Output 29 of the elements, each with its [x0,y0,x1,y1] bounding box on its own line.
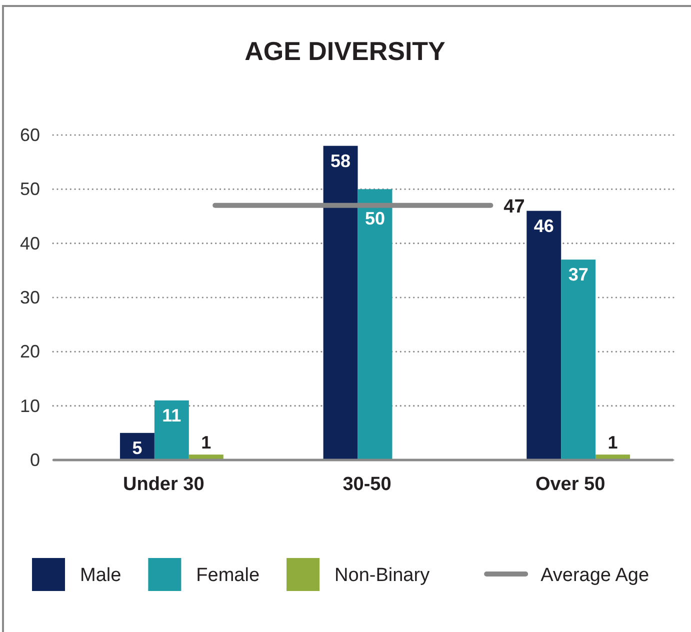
bar [154,400,189,460]
bar [358,189,392,460]
data-label: 37 [568,264,588,285]
data-label: 46 [534,216,554,236]
bar [526,210,562,460]
data-label: 50 [364,208,386,228]
x-tick-label: 30-50 [342,474,392,495]
data-label: 11 [162,405,182,426]
x-tick-label: Over 50 [535,474,606,495]
legend-label: Average Age [540,565,650,586]
y-tick-label: 10 [20,396,40,416]
annotation: 47 [504,196,525,218]
data-label: 1 [608,432,618,453]
y-tick-label: 30 [20,288,40,308]
y-tick-label: 50 [20,179,40,200]
y-tick-label: 20 [20,342,40,362]
legend-label: Male [80,565,122,586]
y-tick-label: 40 [20,233,40,254]
y-tick-label: 0 [30,450,40,470]
y-tick-label: 60 [20,125,40,145]
bar [561,260,596,460]
data-label: 58 [330,150,351,171]
x-tick-label: Under 30 [123,474,204,495]
chart-title: AGE DIVERSITY [244,36,446,66]
legend-label: Non-Binary [334,565,430,586]
data-label: 5 [132,438,142,458]
legend-label: Female [196,565,260,586]
bar [323,146,358,460]
data-label: 1 [201,432,212,453]
